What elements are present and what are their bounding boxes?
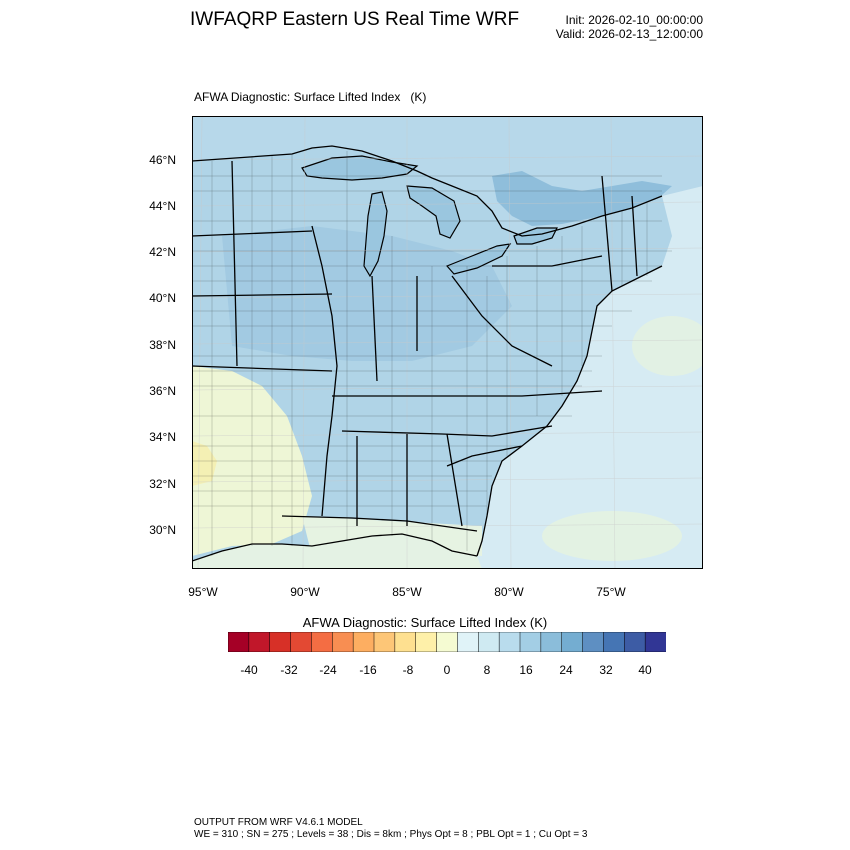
colorbar-swatch <box>373 632 396 652</box>
colorbar-tick-label: 0 <box>443 663 451 677</box>
lon-label: 95°W <box>188 585 218 599</box>
main-title: IWFAQRP Eastern US Real Time WRF <box>190 9 520 30</box>
lake-ontario <box>513 227 558 245</box>
lat-label: 36°N <box>149 384 176 398</box>
colorbar-swatch <box>603 632 625 652</box>
lake-michigan <box>363 191 388 278</box>
colorbar-tick-label: -40 <box>240 663 258 677</box>
colorbar-title: AFWA Diagnostic: Surface Lifted Index (K… <box>302 615 548 630</box>
midwest-dark-region <box>222 226 512 361</box>
colorbar-tick-label: -16 <box>359 663 377 677</box>
colorbar-tick-label: -32 <box>280 663 298 677</box>
colorbar-swatch <box>624 632 646 652</box>
colorbar-swatch <box>478 632 500 652</box>
lat-label: 42°N <box>149 245 176 259</box>
lat-label: 40°N <box>149 291 176 305</box>
colorbar-tick-label: 40 <box>638 663 652 677</box>
gulf-of-mexico <box>192 534 482 569</box>
lake-erie <box>445 243 512 275</box>
gulf-coastline <box>192 533 478 562</box>
map-plot <box>192 116 703 569</box>
lat-label: 38°N <box>149 338 176 352</box>
lat-label: 32°N <box>149 477 176 491</box>
lat-label: 46°N <box>149 153 176 167</box>
atlantic-coastline <box>476 265 663 557</box>
colorbar-swatch <box>519 632 542 652</box>
colorbar-swatch <box>540 632 563 652</box>
colorbar <box>228 632 666 652</box>
great-lakes <box>301 155 558 278</box>
lake-huron <box>406 185 461 239</box>
field-title: AFWA Diagnostic: Surface Lifted Index (K… <box>194 90 427 104</box>
colorbar-tick-label: -24 <box>319 663 337 677</box>
colorbar-swatch <box>582 632 604 652</box>
colorbar-swatch <box>228 632 250 652</box>
colorbar-swatch <box>457 632 479 652</box>
lat-label: 30°N <box>149 523 176 537</box>
valid-time: Valid: 2026-02-13_12:00:00 <box>555 27 703 41</box>
atlantic-warm-patch <box>632 316 703 376</box>
init-time: Init: 2026-02-10_00:00:00 <box>565 13 703 27</box>
colorbar-tick-label: 24 <box>559 663 573 677</box>
lon-label: 90°W <box>290 585 320 599</box>
colorbar-swatch <box>498 632 521 652</box>
canada-dark-region <box>492 171 672 226</box>
colorbar-tick-label: -8 <box>402 663 414 677</box>
colorbar-swatch <box>644 632 666 652</box>
colorbar-swatch <box>332 632 354 652</box>
atlantic-warm-patch-south <box>542 511 682 561</box>
model-info-line1: OUTPUT FROM WRF V4.6.1 MODEL <box>194 817 363 828</box>
lat-label: 44°N <box>149 199 176 213</box>
colorbar-swatch <box>561 632 584 652</box>
colorbar-tick-label: 8 <box>483 663 491 677</box>
colorbar-swatch <box>269 632 292 652</box>
colorbar-swatch <box>394 632 417 652</box>
colorbar-swatch <box>290 632 312 652</box>
lon-label: 75°W <box>596 585 626 599</box>
lon-label: 85°W <box>392 585 422 599</box>
colorbar-swatch <box>352 632 375 652</box>
lat-label: 34°N <box>149 430 176 444</box>
graticule <box>192 116 703 569</box>
county-lines <box>192 151 672 556</box>
colorbar-swatch <box>415 632 438 652</box>
colorbar-swatch <box>248 632 271 652</box>
model-info-line2: WE = 310 ; SN = 275 ; Levels = 38 ; Dis … <box>194 829 588 840</box>
colorbar-swatch <box>436 632 458 652</box>
colorbar-tick-label: 32 <box>599 663 613 677</box>
lon-label: 80°W <box>494 585 524 599</box>
colorbar-tick-label: 16 <box>519 663 533 677</box>
texas-yellow-region <box>192 441 217 486</box>
colorbar-swatch <box>311 632 333 652</box>
